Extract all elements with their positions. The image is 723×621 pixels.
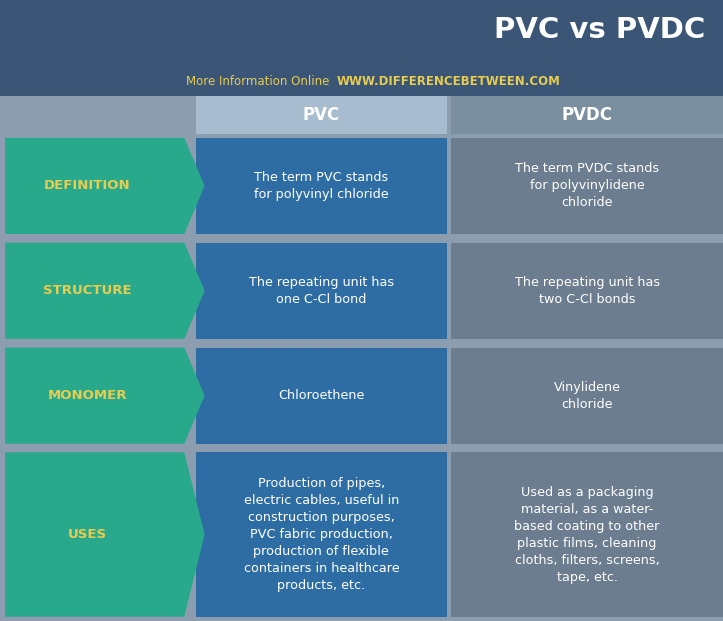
Bar — [196, 138, 447, 234]
Text: Used as a packaging
material, as a water-
based coating to other
plastic films, : Used as a packaging material, as a water… — [514, 486, 660, 584]
Bar — [0, 0, 723, 96]
Text: The term PVC stands
for polyvinyl chloride: The term PVC stands for polyvinyl chlori… — [254, 171, 389, 201]
Text: PVC: PVC — [303, 106, 340, 124]
Bar — [451, 138, 723, 234]
Polygon shape — [5, 452, 205, 617]
Text: Chloroethene: Chloroethene — [278, 389, 364, 402]
Text: Vinylidene
chloride: Vinylidene chloride — [554, 381, 620, 410]
Bar — [196, 348, 447, 443]
Polygon shape — [5, 243, 205, 339]
Text: PVC vs PVDC: PVC vs PVDC — [494, 16, 705, 43]
Text: More Information Online: More Information Online — [186, 76, 329, 88]
Bar — [196, 96, 447, 134]
Bar — [196, 452, 447, 617]
Text: USES: USES — [67, 528, 107, 541]
Text: MONOMER: MONOMER — [48, 389, 127, 402]
Bar — [451, 96, 723, 134]
Text: The repeating unit has
one C-Cl bond: The repeating unit has one C-Cl bond — [249, 276, 394, 306]
Text: PVDC: PVDC — [562, 106, 612, 124]
Text: Production of pipes,
electric cables, useful in
construction purposes,
PVC fabri: Production of pipes, electric cables, us… — [244, 477, 399, 592]
Polygon shape — [5, 138, 205, 234]
Text: DEFINITION: DEFINITION — [44, 179, 130, 193]
Bar — [196, 243, 447, 339]
Bar — [451, 452, 723, 617]
Text: WWW.DIFFERENCEBETWEEN.COM: WWW.DIFFERENCEBETWEEN.COM — [336, 76, 560, 88]
Bar — [451, 348, 723, 443]
Polygon shape — [5, 348, 205, 443]
Text: The repeating unit has
two C-Cl bonds: The repeating unit has two C-Cl bonds — [515, 276, 659, 306]
Bar — [451, 243, 723, 339]
Text: The term PVDC stands
for polyvinylidene
chloride: The term PVDC stands for polyvinylidene … — [515, 163, 659, 209]
Text: STRUCTURE: STRUCTURE — [43, 284, 132, 297]
